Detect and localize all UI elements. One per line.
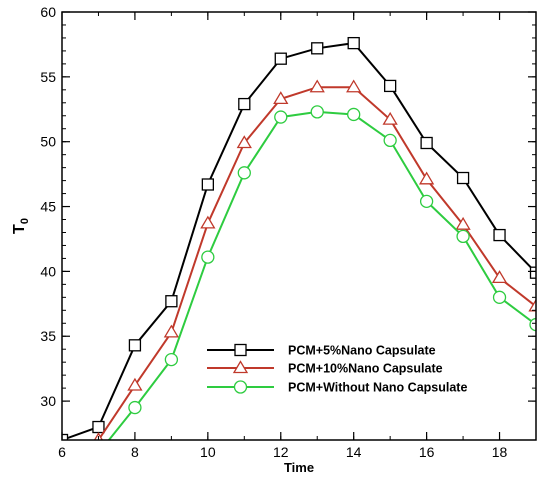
x-tick-label: 12 — [273, 444, 289, 460]
data-point — [491, 270, 508, 284]
legend-label: PCM+5%Nano Capsulate — [288, 344, 436, 358]
data-point — [200, 215, 216, 229]
data-point — [92, 420, 105, 434]
y-tick-label: 60 — [40, 4, 56, 20]
data-point — [62, 433, 69, 440]
data-point — [309, 79, 325, 93]
data-point — [238, 97, 251, 111]
data-point — [347, 107, 361, 122]
data-point — [164, 352, 179, 367]
data-point — [383, 133, 397, 148]
series-line — [107, 110, 536, 440]
data-point — [274, 52, 287, 65]
x-tick-label: 10 — [200, 444, 216, 460]
y-tick-label: 55 — [40, 69, 56, 85]
y-tick-label: 50 — [40, 134, 56, 150]
legend: PCM+5%Nano Capsulate PCM+10%Nano Capsulat… — [207, 344, 467, 395]
data-point — [92, 447, 104, 459]
data-point — [492, 290, 507, 304]
data-point — [418, 171, 435, 185]
data-point — [347, 36, 360, 50]
data-point — [493, 228, 506, 242]
data-point — [273, 91, 289, 105]
x-tick-label: 14 — [346, 444, 362, 460]
data-point — [419, 194, 434, 209]
data-point — [384, 79, 397, 93]
series-2 — [93, 79, 536, 440]
data-point — [529, 266, 536, 279]
legend-marker — [232, 360, 249, 374]
series-line — [95, 86, 536, 440]
y-tick-label: 40 — [40, 263, 56, 279]
x-tick-label: 16 — [419, 444, 435, 460]
data-point — [128, 400, 142, 415]
y-tick-label: 35 — [40, 328, 56, 344]
legend-label: PCM+Without Nano Capsulate — [288, 381, 467, 395]
legend-item: PCM+5%Nano Capsulate — [207, 344, 436, 358]
legend-item: PCM+10%Nano Capsulate — [207, 360, 443, 376]
data-point — [382, 111, 398, 125]
legend-label: PCM+10%Nano Capsulate — [288, 362, 443, 376]
data-point — [128, 339, 142, 352]
plot-frame — [61, 11, 537, 441]
legend-item: PCM+Without Nano Capsulate — [207, 380, 467, 395]
data-point — [163, 324, 180, 338]
data-point — [528, 298, 536, 312]
data-point — [456, 171, 470, 185]
legend-marker — [233, 380, 248, 394]
data-point — [127, 377, 143, 391]
y-tick-label: 45 — [40, 199, 56, 215]
data-point — [56, 460, 68, 472]
data-point — [311, 42, 324, 55]
data-point — [420, 136, 433, 150]
x-tick-label: 18 — [492, 444, 508, 460]
data-point — [236, 135, 252, 149]
x-tick-label: 8 — [131, 444, 139, 460]
data-point — [165, 295, 178, 308]
data-point — [201, 250, 215, 264]
y-axis-title-main: T — [11, 224, 28, 234]
x-tick-label: 6 — [58, 444, 66, 460]
legend-marker — [234, 343, 247, 357]
data-point — [455, 216, 471, 230]
y-axis-title-subscript: 0 — [19, 218, 31, 224]
y-tick-label: 30 — [40, 393, 56, 409]
axes-layer: 6 8 10 12 14 16 18 30 35 40 45 50 55 60 Time T0 — [11, 4, 537, 475]
series-layer — [56, 36, 536, 472]
y-axis-title: T0 — [11, 218, 31, 234]
series-3 — [56, 105, 536, 472]
x-axis-title: Time — [284, 460, 314, 475]
data-point — [456, 229, 470, 244]
data-point — [346, 79, 362, 93]
data-point — [237, 166, 251, 180]
data-point — [310, 105, 324, 119]
series-1 — [62, 36, 536, 440]
data-point — [529, 317, 536, 332]
data-point — [274, 110, 288, 124]
data-point — [201, 178, 214, 191]
